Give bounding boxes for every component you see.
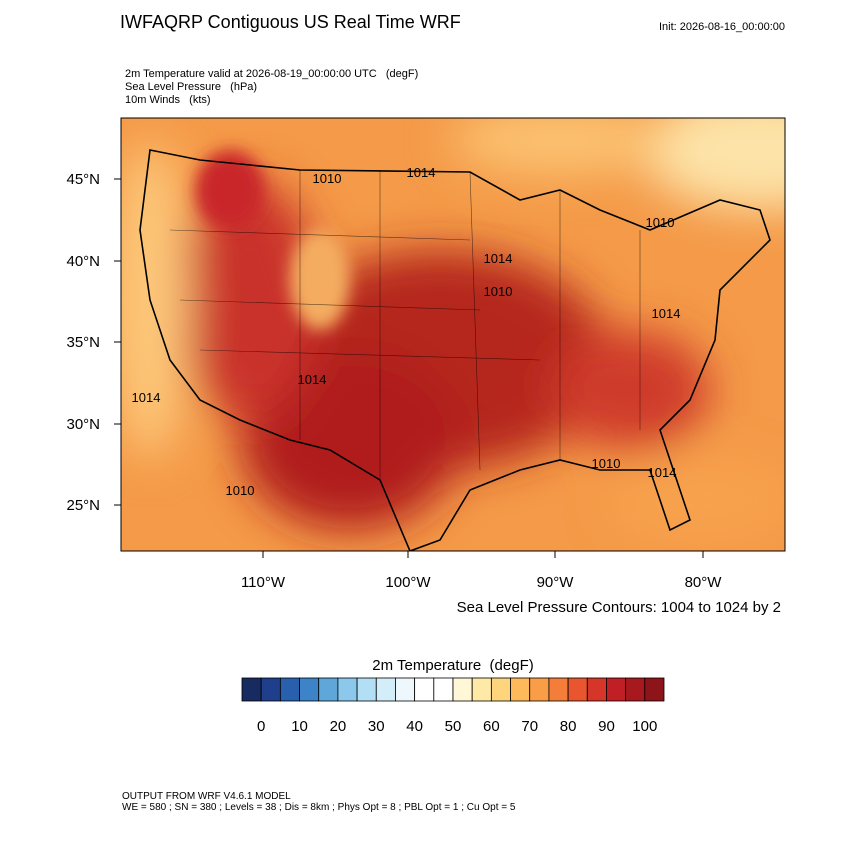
colorbar-box — [567, 677, 588, 702]
colorbar-box — [606, 677, 627, 702]
colorbar-box — [375, 677, 396, 702]
lon-label: 100°W — [385, 574, 431, 591]
contour-label: 1014 — [132, 390, 161, 405]
colorbar-tick-label: 40 — [406, 718, 423, 735]
colorbar-title: 2m Temperature (degF) — [372, 657, 533, 674]
colorbar-box — [433, 677, 454, 702]
colorbar-box — [529, 677, 550, 702]
contour-label: 1014 — [484, 251, 513, 266]
colorbar-tick-label: 70 — [521, 718, 538, 735]
contour-label: 1010 — [484, 284, 513, 299]
footer-line: OUTPUT FROM WRF V4.6.1 MODEL — [122, 791, 291, 802]
colorbar-tick-label: 90 — [598, 718, 615, 735]
lon-label: 90°W — [537, 574, 575, 591]
colorbar-tick-label: 30 — [368, 718, 385, 735]
init-time: Init: 2026-08-16_00:00:00 — [659, 21, 785, 33]
lon-label: 80°W — [685, 574, 723, 591]
colorbar-box — [452, 677, 473, 702]
contour-label: 1014 — [298, 372, 327, 387]
lat-label: 25°N — [66, 497, 100, 514]
contour-label: 1014 — [407, 165, 436, 180]
map-frame — [120, 117, 786, 552]
field-label: Sea Level Pressure (hPa) — [125, 81, 257, 93]
colorbar-box — [490, 677, 511, 702]
colorbar-box — [548, 677, 569, 702]
footer-line: WE = 580 ; SN = 380 ; Levels = 38 ; Dis … — [122, 802, 516, 813]
colorbar-tick-label: 0 — [257, 718, 265, 735]
colorbar-tick-label: 50 — [445, 718, 462, 735]
colorbar-tick-label: 100 — [632, 718, 657, 735]
contour-label: 1010 — [592, 456, 621, 471]
lat-label: 45°N — [66, 171, 100, 188]
lat-label: 30°N — [66, 416, 100, 433]
colorbar-box — [356, 677, 377, 702]
contour-label: 1010 — [226, 483, 255, 498]
colorbar-box — [241, 677, 262, 702]
colorbar-box — [625, 677, 646, 702]
colorbar-box — [279, 677, 300, 702]
colorbar-box — [318, 677, 339, 702]
lon-label: 110°W — [241, 574, 286, 591]
lat-label: 35°N — [66, 334, 100, 351]
contour-label: 1010 — [646, 215, 675, 230]
colorbar-tick-label: 80 — [560, 718, 577, 735]
colorbar-tick-label: 60 — [483, 718, 500, 735]
colorbar-box — [510, 677, 531, 702]
colorbar-tick-label: 10 — [291, 718, 308, 735]
field-label: 2m Temperature valid at 2026-08-19_00:00… — [125, 68, 418, 80]
contour-label: 1014 — [652, 306, 681, 321]
colorbar-box — [471, 677, 492, 702]
colorbar-box — [299, 677, 320, 702]
colorbar-box — [395, 677, 416, 702]
colorbar-box — [414, 677, 435, 702]
colorbar-box — [644, 677, 665, 702]
colorbar-tick-label: 20 — [330, 718, 347, 735]
contour-label: 1014 — [648, 465, 677, 480]
title: IWFAQRP Contiguous US Real Time WRF — [120, 12, 461, 32]
map-field — [121, 118, 785, 551]
lat-label: 40°N — [66, 253, 100, 270]
colorbar-box — [586, 677, 607, 702]
colorbar-box — [260, 677, 281, 702]
contour-note: Sea Level Pressure Contours: 1004 to 102… — [457, 599, 781, 616]
contour-label: 1010 — [313, 171, 342, 186]
field-label: 10m Winds (kts) — [125, 94, 211, 106]
colorbar-box — [337, 677, 358, 702]
